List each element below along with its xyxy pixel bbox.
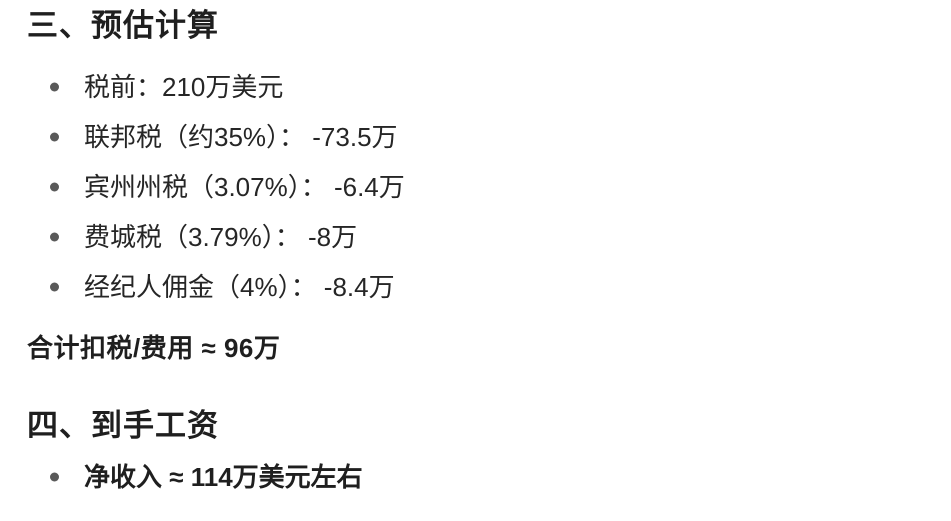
list-item-text: 费城税（3.79%）： -8万 (84, 222, 358, 252)
list-item: 净收入 ≈ 114万美元左右 (27, 452, 931, 502)
total-deductions-summary: 合计扣税/费用 ≈ 96万 (27, 333, 281, 363)
list-item-text: 净收入 ≈ 114万美元左右 (84, 462, 363, 492)
bullet-dot-icon (50, 182, 59, 192)
bullet-dot-icon (50, 82, 59, 92)
list-item-text: 联邦税（约35%）： -73.5万 (84, 122, 398, 152)
list-item-text: 税前：210万美元 (84, 72, 284, 102)
section-heading-net-pay: 四、到手工资 (27, 408, 219, 443)
list-item: 税前：210万美元 (27, 62, 931, 112)
estimate-bullet-list: 税前：210万美元 联邦税（约35%）： -73.5万 宾州州税（3.07%）：… (27, 62, 931, 312)
list-item: 经纪人佣金（4%）： -8.4万 (27, 262, 931, 312)
list-item: 费城税（3.79%）： -8万 (27, 212, 931, 262)
list-item-text: 经纪人佣金（4%）： -8.4万 (84, 272, 395, 302)
document-body: 三、预估计算 税前：210万美元 联邦税（约35%）： -73.5万 宾州州税（… (27, 8, 931, 502)
section-heading-estimate: 三、预估计算 (27, 8, 219, 43)
bullet-dot-icon (50, 232, 59, 242)
list-item: 联邦税（约35%）： -73.5万 (27, 112, 931, 162)
bullet-dot-icon (50, 132, 59, 142)
bullet-dot-icon (50, 472, 59, 482)
bullet-dot-icon (50, 282, 59, 292)
net-pay-bullet-list: 净收入 ≈ 114万美元左右 (27, 452, 931, 502)
list-item: 宾州州税（3.07%）： -6.4万 (27, 162, 931, 212)
list-item-text: 宾州州税（3.07%）： -6.4万 (84, 172, 405, 202)
